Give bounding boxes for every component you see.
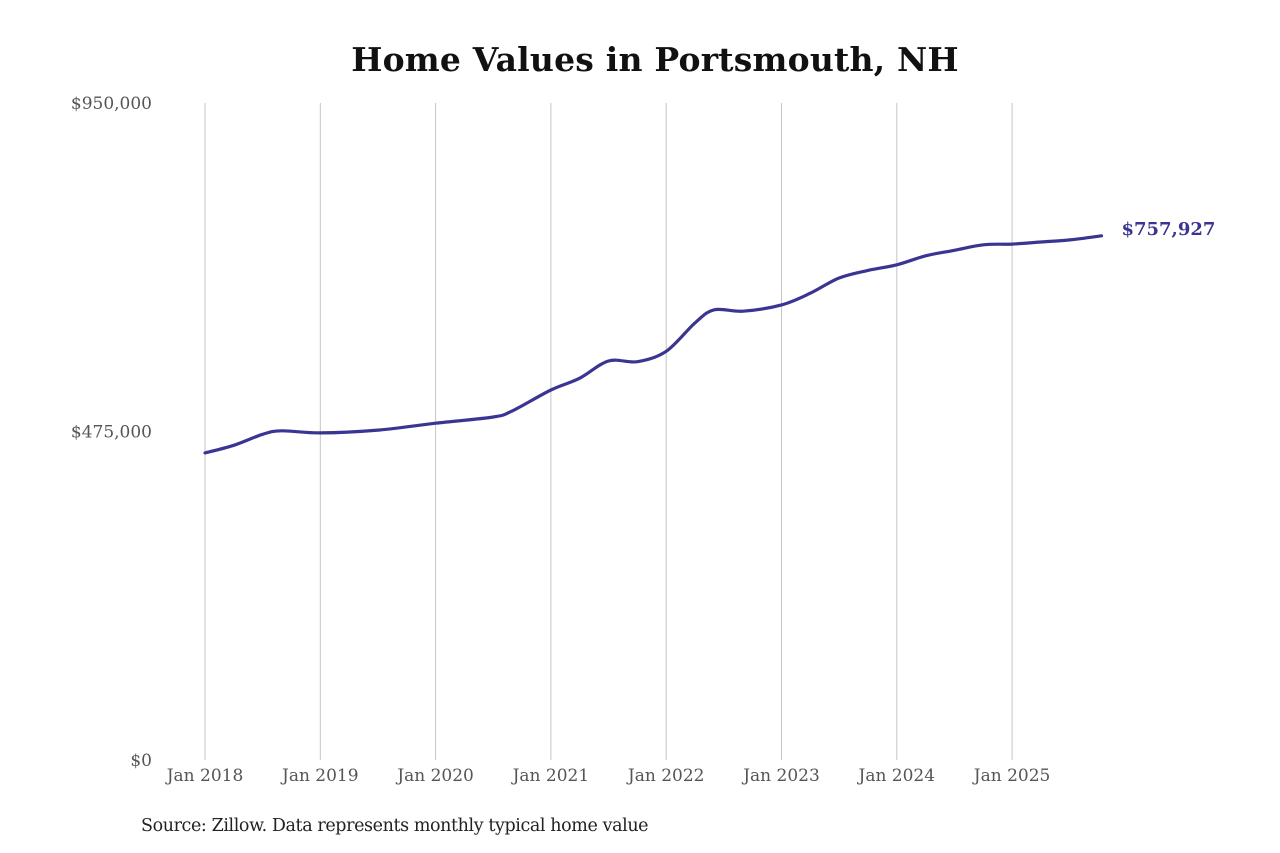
y-axis-ticks: $950,000 $475,000 $0 xyxy=(71,94,152,771)
home-value-line xyxy=(203,234,1104,455)
y-tick-label: $0 xyxy=(130,751,152,771)
y-tick-label: $950,000 xyxy=(71,94,152,114)
chart-title: Home Values in Portsmouth, NH xyxy=(351,40,959,79)
x-tick-label: Jan 2019 xyxy=(280,766,359,786)
x-tick-label: Jan 2020 xyxy=(395,766,474,786)
source-note: Source: Zillow. Data represents monthly … xyxy=(141,816,649,836)
x-tick-label: Jan 2025 xyxy=(972,766,1051,786)
x-tick-label: Jan 2022 xyxy=(626,766,705,786)
x-tick-label: Jan 2021 xyxy=(511,766,590,786)
y-tick-label: $475,000 xyxy=(71,423,152,443)
latest-value-label: $757,927 xyxy=(1121,219,1215,240)
x-tick-label: Jan 2024 xyxy=(857,766,936,786)
x-tick-label: Jan 2023 xyxy=(741,766,820,786)
x-tick-label: Jan 2018 xyxy=(165,766,244,786)
x-axis-ticks: Jan 2018 Jan 2019 Jan 2020 Jan 2021 Jan 2022… xyxy=(165,766,1051,786)
